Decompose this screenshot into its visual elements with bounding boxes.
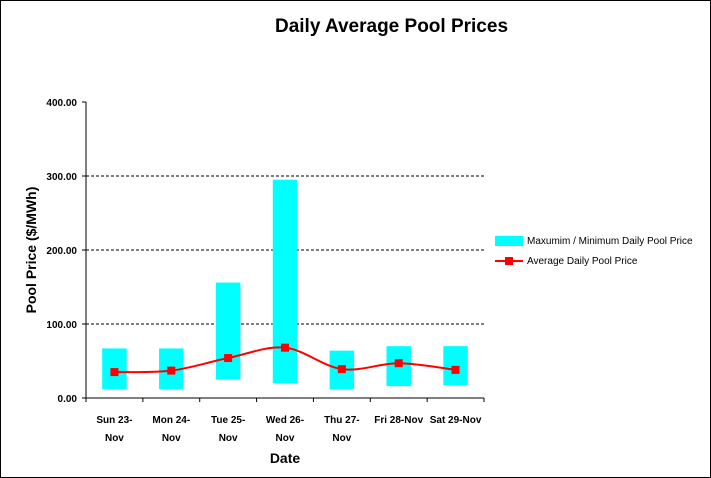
y-tick-label: 400.00 <box>46 98 77 109</box>
legend-label-average: Average Daily Pool Price <box>527 255 638 267</box>
y-axis-label: Pool Price ($/MWh) <box>23 186 39 314</box>
legend-item-average: Average Daily Pool Price <box>495 251 693 271</box>
average-point <box>337 365 346 374</box>
average-point <box>110 368 119 377</box>
x-tick-label: Thu 27- <box>324 415 360 426</box>
x-tick-label: Nov <box>162 433 181 444</box>
average-point <box>394 359 403 368</box>
range-bar <box>443 346 468 386</box>
x-tick-label: Tue 25- <box>211 415 245 426</box>
average-point <box>451 365 460 374</box>
legend: Maxumim / Minimum Daily Pool Price Avera… <box>495 231 693 271</box>
x-tick-label: Fri 28-Nov <box>374 415 423 426</box>
x-tick-label: Nov <box>219 433 238 444</box>
y-tick-label: 0.00 <box>58 394 78 405</box>
x-tick-label: Nov <box>105 433 124 444</box>
legend-swatch-range <box>495 236 523 246</box>
x-tick-label: Wed 26- <box>266 415 304 426</box>
x-axis-label: Date <box>269 450 301 466</box>
chart-title: Daily Average Pool Prices <box>274 16 509 37</box>
x-tick-label: Nov <box>276 433 295 444</box>
y-tick-label: 200.00 <box>46 246 77 257</box>
average-point <box>281 343 289 352</box>
y-tick-label: 300.00 <box>46 172 77 183</box>
legend-item-range: Maxumim / Minimum Daily Pool Price <box>495 231 693 251</box>
average-point <box>224 354 233 363</box>
x-tick-label: Nov <box>332 433 351 444</box>
legend-label-range: Maxumim / Minimum Daily Pool Price <box>527 235 693 247</box>
x-tick-label: Mon 24- <box>152 415 190 426</box>
x-tick-label: Sat 29-Nov <box>430 415 482 426</box>
y-tick-label: 100.00 <box>46 320 77 331</box>
range-bar <box>272 179 298 384</box>
legend-swatch-average <box>495 256 523 266</box>
x-tick-label: Sun 23- <box>96 415 132 426</box>
range-bar <box>215 282 241 380</box>
average-point <box>167 366 176 375</box>
